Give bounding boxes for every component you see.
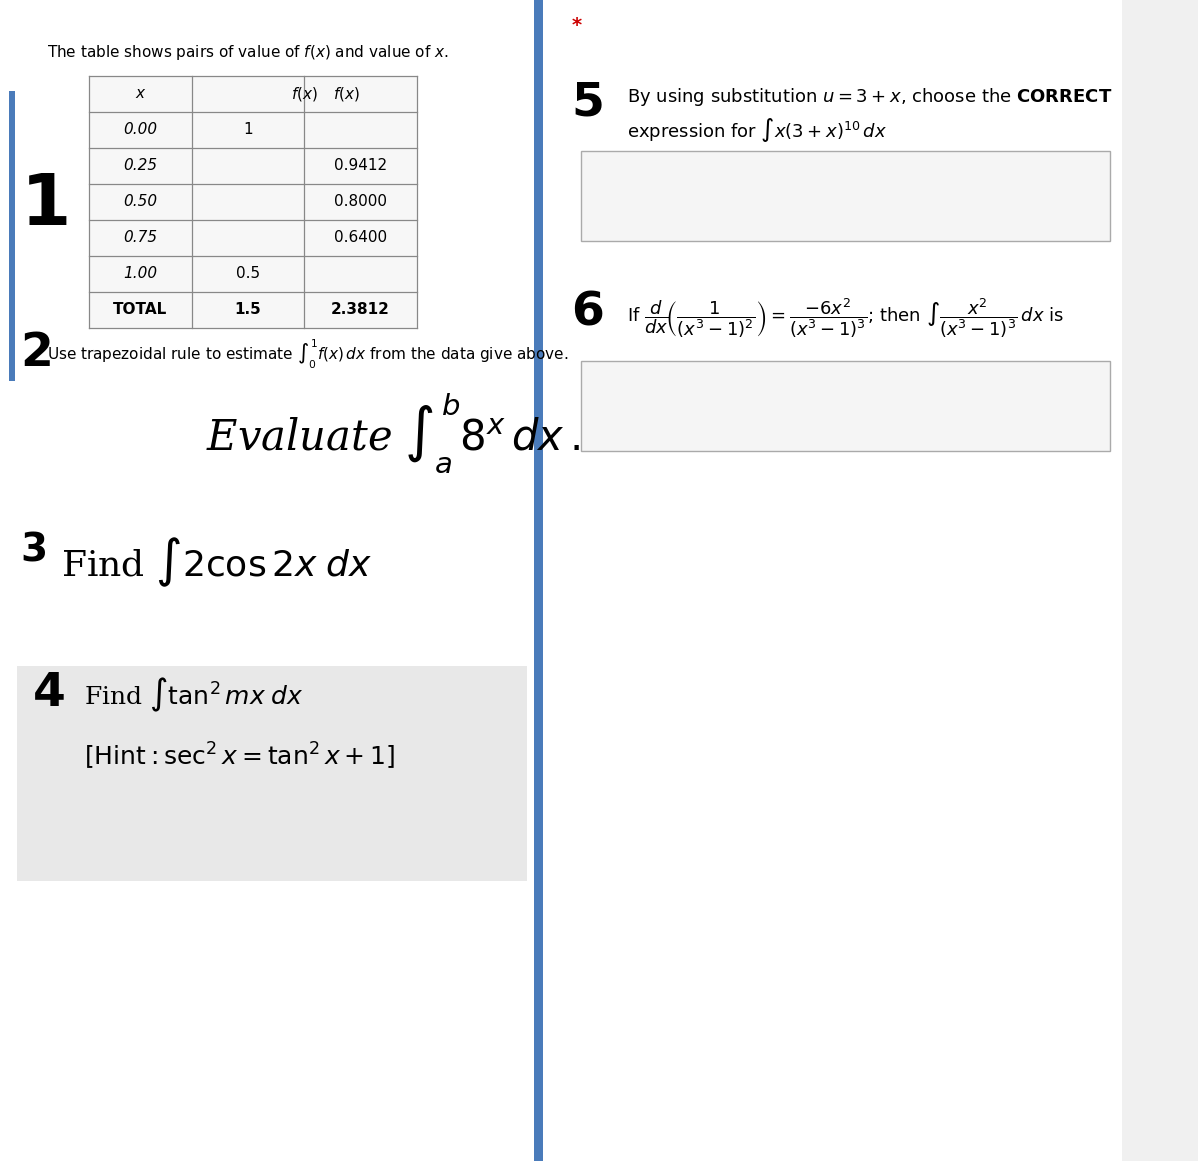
Text: 3: 3 xyxy=(20,531,48,569)
FancyBboxPatch shape xyxy=(581,361,1109,450)
Text: 0.9412: 0.9412 xyxy=(334,159,387,173)
Text: $\left[\mathrm{Hint}: \sec^2 x = \tan^2 x + 1\right]$: $\left[\mathrm{Hint}: \sec^2 x = \tan^2 … xyxy=(84,741,395,772)
FancyBboxPatch shape xyxy=(10,91,16,381)
FancyBboxPatch shape xyxy=(534,0,543,1161)
Text: 1: 1 xyxy=(20,171,71,240)
Text: $f(x)$: $f(x)$ xyxy=(291,85,317,103)
Text: 1.00: 1.00 xyxy=(123,267,157,281)
Text: 0.5: 0.5 xyxy=(236,267,260,281)
FancyBboxPatch shape xyxy=(89,75,417,329)
Text: 2: 2 xyxy=(20,331,54,376)
Text: Find $\int 2\cos 2x\;dx$: Find $\int 2\cos 2x\;dx$ xyxy=(61,536,373,590)
Text: Find $\int \tan^2 mx\;dx$: Find $\int \tan^2 mx\;dx$ xyxy=(84,676,304,714)
Text: *: * xyxy=(571,16,581,35)
Text: 4: 4 xyxy=(32,671,66,716)
Text: Use trapezoidal rule to estimate $\int_0^1 f(x)\,dx$ from the data give above.: Use trapezoidal rule to estimate $\int_0… xyxy=(47,338,568,372)
Text: 1.5: 1.5 xyxy=(235,303,261,317)
Text: $f(x)$: $f(x)$ xyxy=(333,85,359,103)
Text: 0.8000: 0.8000 xyxy=(334,195,387,209)
FancyBboxPatch shape xyxy=(543,0,1121,1161)
Text: 0.6400: 0.6400 xyxy=(334,231,387,245)
Text: The table shows pairs of value of $f(x)$ and value of $x$.: The table shows pairs of value of $f(x)$… xyxy=(47,43,448,62)
Text: If $\dfrac{d}{dx}\!\left(\dfrac{1}{(x^3-1)^2}\right)=\dfrac{-6x^2}{(x^3-1)^3}$; : If $\dfrac{d}{dx}\!\left(\dfrac{1}{(x^3-… xyxy=(628,296,1065,340)
FancyBboxPatch shape xyxy=(17,666,527,881)
Text: 0.25: 0.25 xyxy=(123,159,157,173)
Text: TOTAL: TOTAL xyxy=(114,303,168,317)
Text: By using substitution $u = 3+x$, choose the $\mathbf{CORRECT}$: By using substitution $u = 3+x$, choose … xyxy=(628,86,1113,108)
Text: $x$: $x$ xyxy=(134,87,146,101)
Text: 2.3812: 2.3812 xyxy=(331,303,391,317)
FancyBboxPatch shape xyxy=(0,0,534,1161)
Text: Evaluate $\int_a^b 8^x\,dx\,.$: Evaluate $\int_a^b 8^x\,dx\,.$ xyxy=(206,391,580,475)
Text: 1: 1 xyxy=(243,123,253,137)
Text: expression for $\int x(3+x)^{10}\,dx$: expression for $\int x(3+x)^{10}\,dx$ xyxy=(628,116,888,144)
Text: 0.50: 0.50 xyxy=(123,195,157,209)
Text: 0.00: 0.00 xyxy=(123,123,157,137)
Text: 6: 6 xyxy=(571,291,604,336)
Text: 5: 5 xyxy=(571,81,604,127)
FancyBboxPatch shape xyxy=(581,151,1109,241)
Text: 0.75: 0.75 xyxy=(123,231,157,245)
